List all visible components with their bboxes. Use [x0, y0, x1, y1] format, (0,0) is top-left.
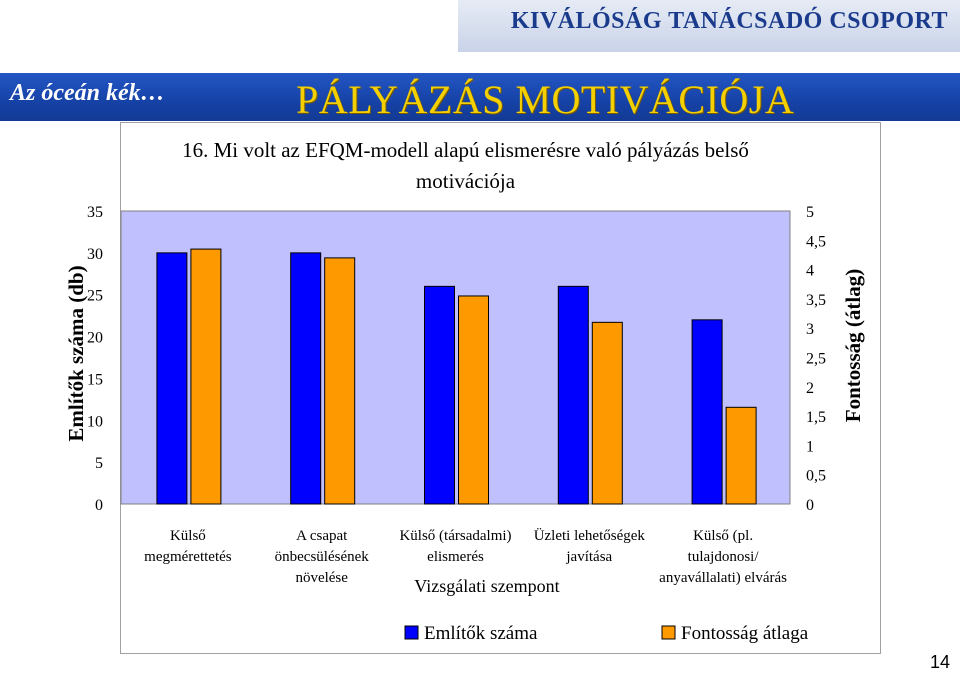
title-banner [0, 73, 960, 121]
bar-emlitok-szama [290, 252, 322, 505]
y-tick-label: 35 [87, 204, 103, 221]
y2-tick-label: 2,5 [806, 351, 826, 368]
legend-swatch-fontossag-atlaga [661, 625, 676, 640]
page-number: 14 [929, 652, 950, 672]
y2-tick-label: 3 [806, 321, 814, 338]
company-name: KIVÁLÓSÁG TANÁCSADÓ CSOPORT [510, 8, 948, 34]
chart-title-line: 16. Mi volt az EFQM-modell alapú elismer… [182, 138, 749, 162]
y2-tick-label: 5 [806, 204, 814, 221]
page-title: PÁLYÁZÁS MOTIVÁCIÓJA [296, 77, 795, 122]
legend-label-fontossag-atlaga: Fontosság átlaga [681, 623, 809, 644]
bar-fontossag-atlaga [725, 406, 757, 505]
y2-tick-label: 2 [806, 380, 814, 397]
y2-axis-title: Fontosság (átlag) [841, 269, 865, 422]
bar-emlitok-szama [424, 285, 455, 505]
y2-tick-label: 4,5 [806, 233, 826, 250]
y-tick-label: 10 [87, 413, 103, 430]
bar-fontossag-atlaga [190, 248, 222, 505]
x-tick-label: anyavállalati) elvárás [659, 570, 787, 586]
x-tick-label: A csapat [296, 528, 348, 544]
x-tick-label: elismerés [427, 549, 484, 565]
y-tick-label: 15 [87, 371, 103, 388]
y2-tick-label: 1,5 [806, 409, 826, 426]
legend-swatch-emlitok-szama [404, 625, 419, 640]
bar-chart: 16. Mi volt az EFQM-modell alapú elismer… [64, 138, 865, 644]
x-tick-label: Üzleti lehetőségek [534, 527, 646, 544]
x-tick-label: önbecsülésének [275, 549, 370, 565]
y-tick-label: 25 [87, 288, 103, 305]
plot-area [120, 210, 791, 505]
header-band [458, 0, 960, 52]
y-axis-title: Említők száma (db) [64, 265, 88, 441]
bar-emlitok-szama [557, 285, 589, 505]
bar-fontossag-atlaga [458, 295, 489, 505]
x-tick-label: tulajdonosi/ [688, 549, 760, 565]
x-tick-label: megmérettetés [144, 549, 232, 565]
x-tick-label: növelése [295, 570, 348, 586]
bar-fontossag-atlaga [324, 257, 356, 505]
x-tick-label: javítása [565, 549, 612, 565]
y2-tick-label: 1 [806, 438, 814, 455]
y2-tick-label: 0 [806, 497, 814, 514]
x-tick-label: Külső (társadalmi) [399, 528, 511, 544]
slogan: Az óceán kék… [10, 80, 165, 106]
y2-tick-label: 0,5 [806, 468, 826, 485]
y2-tick-label: 3,5 [806, 292, 826, 309]
y2-tick-label: 4 [806, 263, 814, 280]
bar-emlitok-szama [691, 319, 723, 505]
x-tick-label: Külső [170, 528, 206, 544]
y-tick-label: 5 [95, 455, 103, 472]
y-tick-label: 0 [95, 497, 103, 514]
bar-fontossag-atlaga [591, 321, 623, 505]
y-tick-label: 20 [87, 330, 103, 347]
bar-emlitok-szama [156, 252, 188, 505]
y-tick-label: 30 [87, 246, 103, 263]
legend-label-emlitok-szama: Említők száma [424, 623, 538, 644]
x-axis-title: Vizsgálati szempont [414, 576, 559, 596]
x-tick-label: Külső (pl. [693, 528, 753, 544]
chart-title-line: motivációja [416, 169, 516, 193]
